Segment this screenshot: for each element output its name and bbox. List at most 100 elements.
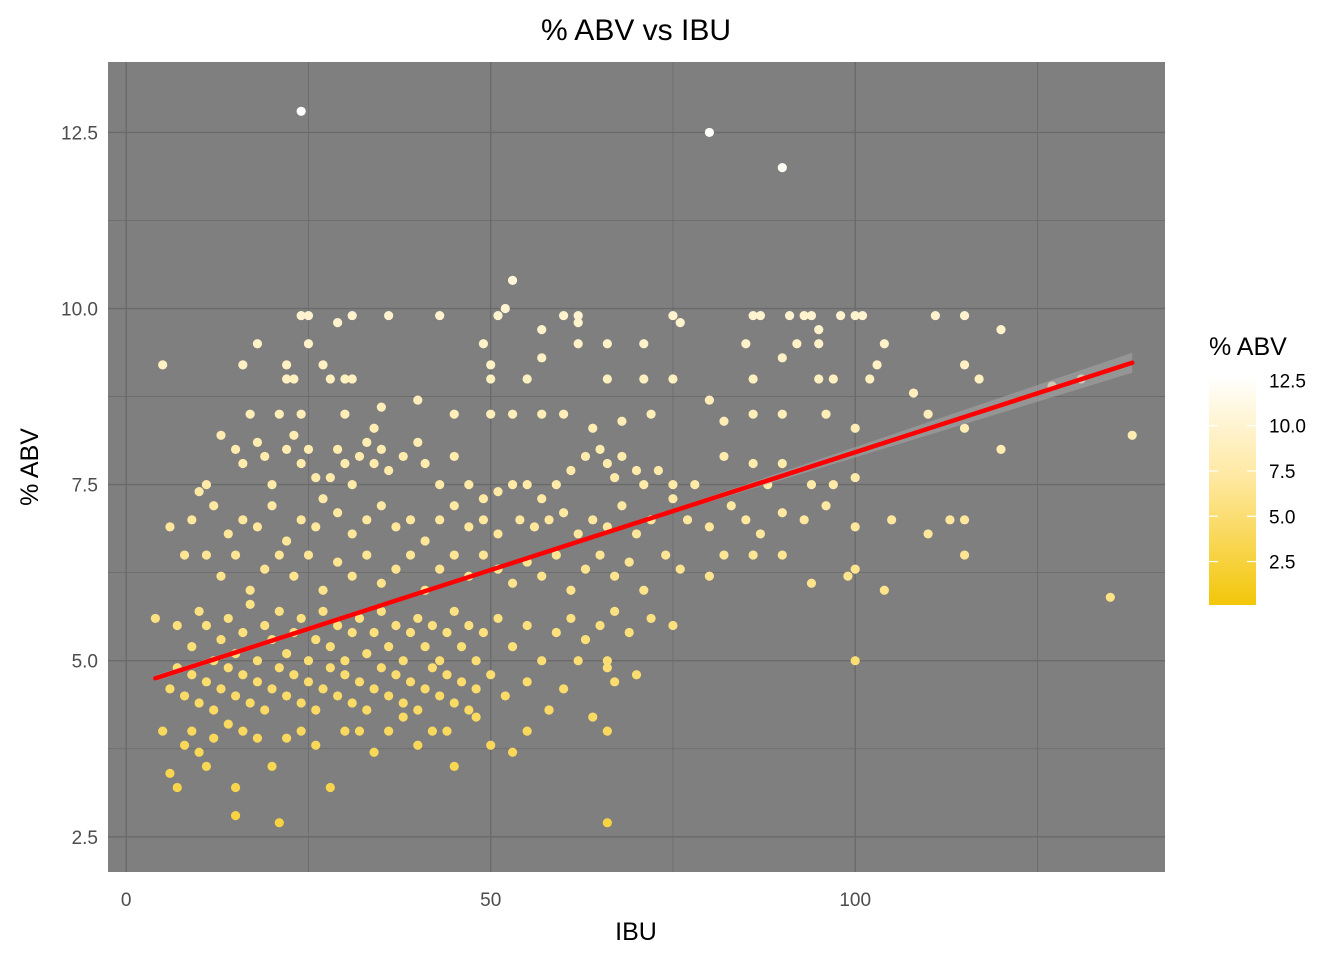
data-point bbox=[311, 522, 321, 532]
data-point bbox=[201, 480, 212, 490]
data-point bbox=[245, 698, 255, 708]
data-point bbox=[449, 409, 459, 419]
data-point bbox=[537, 353, 547, 363]
data-point bbox=[456, 642, 467, 652]
data-point bbox=[755, 529, 766, 539]
data-point bbox=[252, 339, 263, 349]
data-point bbox=[478, 515, 489, 525]
data-point bbox=[230, 444, 241, 454]
legend-break-label: 12.5 bbox=[1269, 371, 1306, 392]
data-point bbox=[427, 726, 437, 736]
data-point bbox=[806, 480, 817, 490]
data-point bbox=[843, 571, 853, 581]
data-point bbox=[179, 550, 190, 560]
data-point bbox=[610, 606, 620, 616]
data-point bbox=[588, 423, 598, 433]
data-point bbox=[289, 670, 299, 680]
data-point bbox=[289, 430, 299, 440]
data-point bbox=[456, 677, 467, 687]
data-point bbox=[296, 698, 306, 708]
data-point bbox=[566, 585, 576, 595]
data-point bbox=[376, 444, 386, 454]
data-point bbox=[755, 310, 766, 321]
data-point bbox=[704, 522, 714, 532]
data-point bbox=[296, 310, 306, 321]
data-point bbox=[391, 670, 401, 680]
data-point bbox=[274, 818, 284, 828]
x-axis-title: IBU bbox=[615, 918, 657, 946]
data-point bbox=[333, 318, 343, 328]
data-point bbox=[639, 480, 649, 490]
data-point bbox=[325, 472, 335, 483]
data-point bbox=[573, 310, 583, 321]
data-point bbox=[493, 529, 503, 539]
data-point bbox=[631, 529, 642, 539]
data-point bbox=[529, 522, 540, 532]
data-point bbox=[165, 522, 175, 532]
data-point bbox=[347, 480, 357, 490]
data-point bbox=[719, 451, 729, 462]
data-point bbox=[580, 451, 591, 462]
data-point bbox=[216, 430, 226, 440]
data-point bbox=[238, 360, 248, 370]
data-point bbox=[974, 374, 984, 384]
data-point bbox=[267, 761, 277, 771]
data-point bbox=[172, 782, 182, 793]
data-point bbox=[187, 642, 197, 652]
data-point bbox=[602, 663, 612, 673]
data-point bbox=[194, 698, 204, 708]
data-point bbox=[784, 310, 795, 321]
data-point bbox=[405, 627, 416, 638]
data-point bbox=[631, 465, 642, 476]
data-point bbox=[850, 423, 860, 433]
data-point bbox=[435, 515, 445, 525]
data-point bbox=[559, 409, 569, 419]
data-point bbox=[340, 374, 350, 384]
data-point bbox=[478, 339, 489, 349]
data-point bbox=[624, 627, 634, 638]
data-point bbox=[303, 656, 314, 666]
data-point bbox=[602, 726, 612, 736]
data-point bbox=[267, 480, 277, 490]
data-point bbox=[821, 501, 831, 511]
data-point bbox=[551, 480, 561, 490]
data-point bbox=[435, 691, 445, 701]
data-point bbox=[551, 627, 561, 638]
data-point bbox=[879, 585, 889, 595]
data-point bbox=[442, 670, 452, 680]
data-point bbox=[668, 480, 678, 490]
data-point bbox=[478, 627, 489, 638]
data-point bbox=[281, 733, 292, 743]
data-point bbox=[281, 360, 292, 370]
data-point bbox=[187, 670, 197, 680]
data-point bbox=[828, 480, 838, 490]
data-point bbox=[362, 515, 372, 525]
data-point bbox=[311, 472, 321, 483]
data-point bbox=[544, 515, 554, 525]
data-point bbox=[814, 325, 824, 335]
data-point bbox=[814, 339, 824, 349]
x-tick-label: 50 bbox=[480, 890, 501, 911]
data-point bbox=[507, 578, 518, 588]
data-point bbox=[398, 451, 408, 462]
data-point bbox=[588, 712, 598, 722]
y-axis-title: % ABV bbox=[16, 428, 44, 506]
x-tick-label: 0 bbox=[121, 890, 132, 911]
data-point bbox=[559, 684, 569, 694]
data-point bbox=[311, 705, 321, 715]
data-point bbox=[201, 550, 212, 560]
data-point bbox=[537, 409, 547, 419]
data-point bbox=[478, 550, 489, 560]
legend-color-bar bbox=[1209, 375, 1256, 605]
data-point bbox=[252, 677, 263, 687]
data-point bbox=[449, 451, 459, 462]
data-point bbox=[420, 642, 430, 652]
data-point bbox=[354, 677, 365, 687]
data-point bbox=[209, 501, 219, 511]
data-point bbox=[923, 409, 933, 419]
data-point bbox=[420, 458, 430, 469]
data-point bbox=[449, 550, 459, 560]
data-point bbox=[602, 458, 612, 469]
data-point bbox=[668, 620, 678, 631]
